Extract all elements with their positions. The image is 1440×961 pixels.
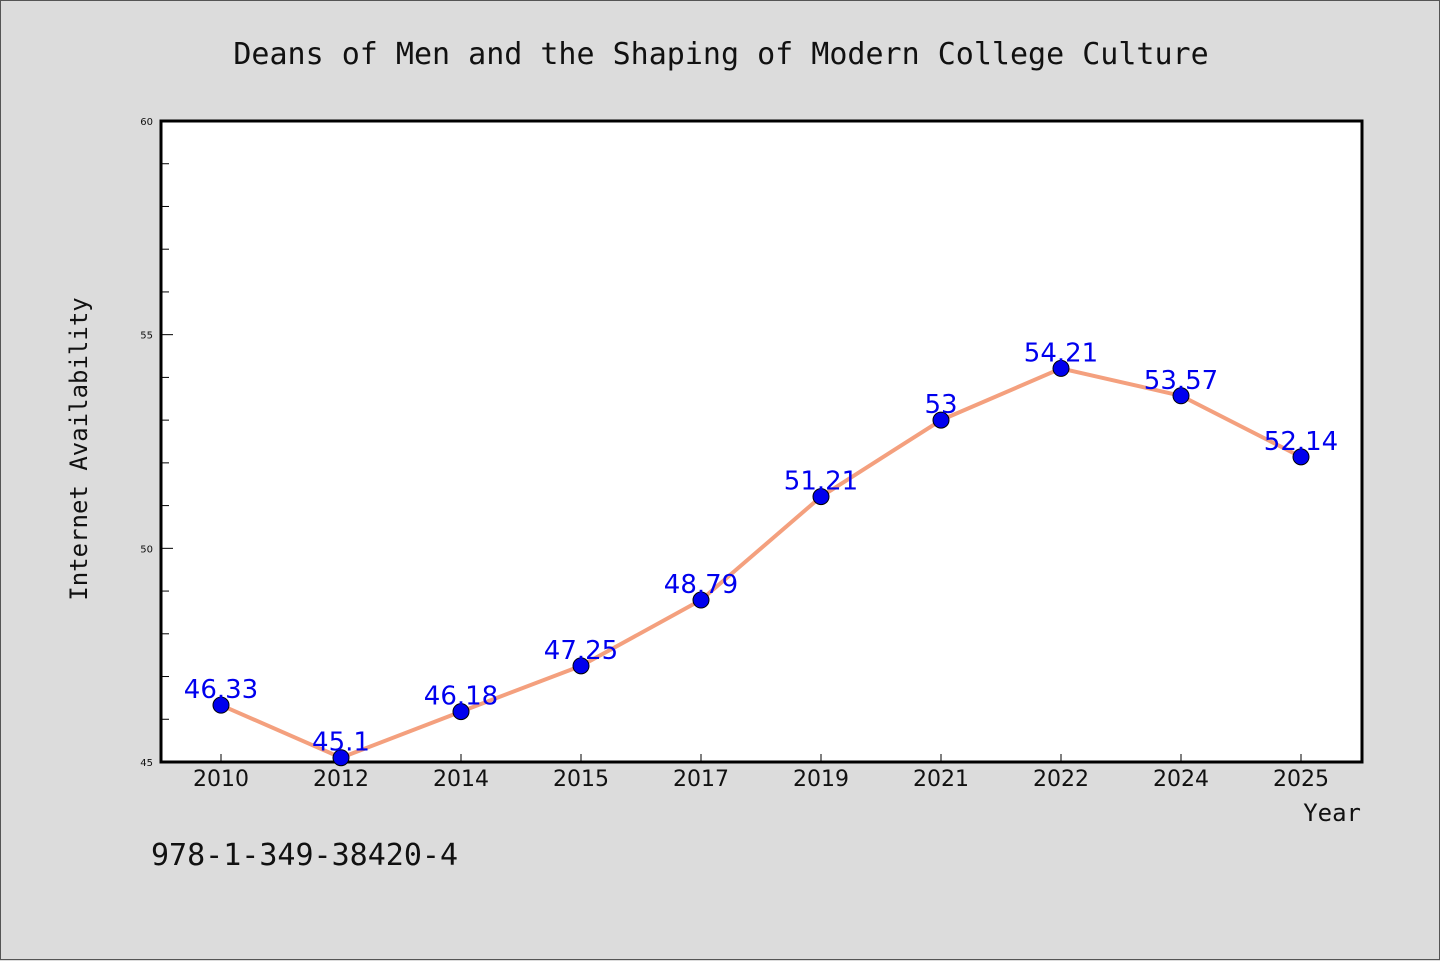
plot-area — [159, 119, 1364, 764]
data-label: 54.21 — [1024, 338, 1098, 368]
x-tick-label: 2014 — [433, 767, 489, 792]
series-layer: 46.33 45.1 46.18 47.25 48.79 51.21 53 54.21 53.5… — [184, 338, 1338, 767]
data-point — [1292, 448, 1310, 466]
data-point — [692, 591, 710, 609]
x-tick-label: 2022 — [1033, 767, 1089, 792]
data-label: 46.33 — [184, 675, 258, 705]
x-tick-label: 2010 — [193, 767, 249, 792]
data-point — [1052, 359, 1070, 377]
data-label: 46.18 — [424, 682, 498, 712]
isbn-text: 978-1-349-38420-4 — [151, 838, 458, 873]
data-label: 45.1 — [312, 728, 370, 758]
data-label: 53 — [924, 390, 957, 420]
x-tick-label: 2019 — [793, 767, 849, 792]
x-tick-label: 2015 — [553, 767, 609, 792]
x-tick-label: 2024 — [1153, 767, 1209, 792]
y-tick-label: 60 — [140, 117, 153, 128]
chart-title: Deans of Men and the Shaping of Modern C… — [233, 37, 1208, 72]
y-axis-ticks: 45 50 55 60 — [140, 117, 173, 769]
data-point — [452, 703, 470, 721]
data-point — [212, 696, 230, 714]
x-tick-label: 2021 — [913, 767, 969, 792]
data-label: 52.14 — [1264, 427, 1338, 457]
y-axis-label: Internet Availability — [65, 297, 93, 600]
x-axis-label: Year — [1303, 799, 1361, 827]
series-line — [220, 366, 1302, 760]
y-tick-label: 45 — [140, 758, 153, 769]
data-point — [572, 657, 590, 675]
data-label: 48.79 — [664, 570, 738, 600]
x-tick-label: 2012 — [313, 767, 369, 792]
data-label: 47.25 — [544, 636, 618, 666]
x-tick-label: 2025 — [1273, 767, 1329, 792]
data-label: 51.21 — [784, 467, 858, 497]
data-point — [812, 488, 830, 506]
y-tick-label: 55 — [140, 331, 153, 342]
y-tick-label: 50 — [140, 544, 153, 555]
x-tick-label: 2017 — [673, 767, 729, 792]
x-axis-ticks: 2010 2012 2014 2015 2017 2019 2021 2022 2024 2025 — [193, 754, 1329, 792]
data-point — [332, 749, 350, 767]
data-label: 53.57 — [1144, 366, 1218, 396]
data-point — [932, 411, 950, 429]
data-point — [1172, 387, 1190, 405]
